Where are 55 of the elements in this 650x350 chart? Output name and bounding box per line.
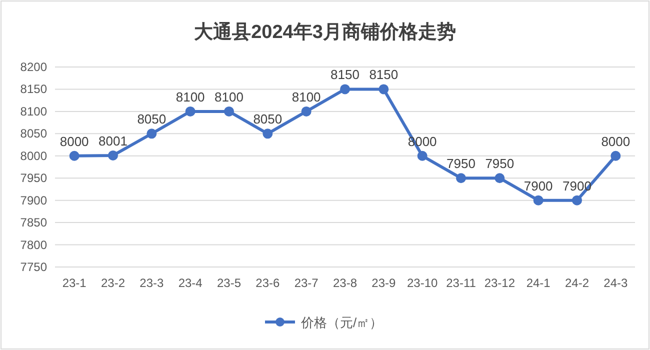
x-tick-label: 23-9: [372, 276, 396, 290]
point: [456, 173, 466, 184]
point: [108, 150, 118, 160]
y-tick-label: 7850: [20, 216, 48, 230]
data-label: 8100: [176, 89, 205, 104]
y-tick-label: 8050: [20, 126, 48, 141]
x-tick-label: 23-3: [140, 276, 164, 290]
point: [378, 84, 389, 94]
y-tick-label: 8150: [20, 82, 48, 96]
data-label: 8100: [214, 89, 244, 104]
x-tick-label: 23-11: [446, 276, 476, 290]
data-label: 8150: [369, 67, 398, 82]
data-label: 8050: [137, 112, 166, 127]
x-tick-label: 24-2: [564, 276, 590, 290]
y-tick-label: 7900: [20, 193, 48, 208]
point: [262, 128, 273, 139]
y-tick-label: 7750: [20, 260, 48, 274]
point: [146, 128, 157, 139]
y-tick-label: 8200: [20, 60, 48, 74]
data-label: 8100: [292, 89, 321, 104]
y-tick-label: 7800: [20, 238, 48, 252]
point: [610, 150, 621, 161]
x-tick-label: 23-8: [332, 276, 358, 290]
data-label: 8000: [60, 134, 89, 149]
chart-title: 大通县2024年3月商铺价格走势: [194, 21, 456, 43]
x-tick-label: 23-1: [62, 276, 87, 290]
data-label: 8000: [601, 134, 630, 149]
x-tick-label: 23-2: [100, 276, 126, 290]
point: [69, 150, 80, 161]
x-tick-label: 23-6: [256, 276, 280, 290]
y-tick-label: 8100: [20, 104, 48, 118]
point: [185, 106, 196, 116]
x-tick-label: 24-1: [526, 276, 551, 290]
point: [340, 84, 350, 94]
x-tick-label: 23-12: [484, 276, 516, 290]
x-tick-label: 24-3: [604, 276, 628, 290]
data-label: 8001: [98, 133, 128, 148]
data-label: 8050: [253, 112, 282, 127]
data-label: 7950: [485, 156, 514, 172]
point: [533, 195, 544, 206]
point: [224, 106, 234, 116]
x-tick-label: 23-4: [178, 276, 203, 290]
point: [301, 106, 312, 116]
y-tick-label: 8000: [20, 148, 48, 163]
x-tick-label: 23-10: [406, 276, 438, 290]
legend-label: 价格（元/㎡）: [300, 315, 383, 330]
point: [494, 173, 505, 184]
y-tick-label: 7950: [20, 171, 48, 186]
x-tick-label: 23-7: [294, 276, 319, 290]
data-label: 7950: [446, 156, 476, 172]
x-tick-label: 23-5: [216, 276, 242, 290]
point: [417, 150, 428, 161]
point: [572, 195, 582, 206]
data-label: 7900: [524, 178, 553, 194]
data-label: 8150: [330, 67, 360, 82]
